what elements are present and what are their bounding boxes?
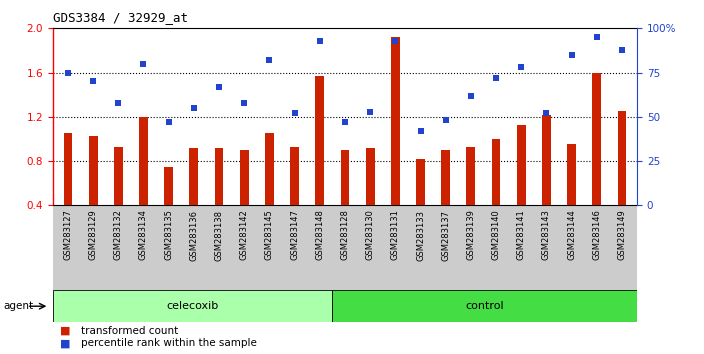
Text: GSM283129: GSM283129 bbox=[89, 210, 98, 260]
Text: agent: agent bbox=[4, 301, 34, 311]
Text: GSM283127: GSM283127 bbox=[63, 210, 73, 261]
Bar bbox=[240, 150, 249, 250]
Bar bbox=[441, 150, 450, 250]
Bar bbox=[63, 133, 73, 250]
Bar bbox=[567, 144, 576, 250]
Bar bbox=[366, 148, 375, 250]
Text: GSM283134: GSM283134 bbox=[139, 210, 148, 261]
Text: GSM283132: GSM283132 bbox=[114, 210, 122, 261]
Bar bbox=[332, 290, 637, 322]
Bar bbox=[265, 133, 274, 250]
Text: GSM283146: GSM283146 bbox=[592, 210, 601, 261]
Text: GSM283147: GSM283147 bbox=[290, 210, 299, 261]
Bar bbox=[139, 117, 148, 250]
Text: GSM283135: GSM283135 bbox=[164, 210, 173, 261]
Text: GSM283128: GSM283128 bbox=[341, 210, 349, 261]
Text: celecoxib: celecoxib bbox=[166, 301, 219, 311]
Text: ■: ■ bbox=[60, 338, 70, 348]
Bar bbox=[189, 148, 199, 250]
Bar bbox=[315, 76, 324, 250]
Text: GSM283131: GSM283131 bbox=[391, 210, 400, 261]
Text: GSM283145: GSM283145 bbox=[265, 210, 274, 260]
Text: GSM283133: GSM283133 bbox=[416, 210, 425, 261]
Bar bbox=[467, 147, 475, 250]
Bar bbox=[290, 147, 299, 250]
Bar bbox=[53, 290, 332, 322]
Text: GDS3384 / 32929_at: GDS3384 / 32929_at bbox=[53, 11, 188, 24]
Text: GSM283138: GSM283138 bbox=[215, 210, 224, 261]
Text: GSM283139: GSM283139 bbox=[466, 210, 475, 261]
Bar bbox=[341, 150, 349, 250]
Text: GSM283148: GSM283148 bbox=[315, 210, 325, 261]
Bar bbox=[491, 139, 501, 250]
Text: GSM283136: GSM283136 bbox=[189, 210, 199, 261]
Text: GSM283141: GSM283141 bbox=[517, 210, 526, 260]
Text: GSM283149: GSM283149 bbox=[617, 210, 627, 260]
Text: control: control bbox=[465, 301, 504, 311]
Bar bbox=[542, 115, 551, 250]
Bar bbox=[114, 147, 122, 250]
Text: GSM283140: GSM283140 bbox=[491, 210, 501, 260]
Bar bbox=[416, 159, 425, 250]
Text: GSM283137: GSM283137 bbox=[441, 210, 450, 261]
Bar bbox=[164, 167, 173, 250]
Bar bbox=[391, 37, 400, 250]
Bar bbox=[517, 125, 526, 250]
Text: percentile rank within the sample: percentile rank within the sample bbox=[81, 338, 257, 348]
Bar bbox=[215, 148, 223, 250]
Text: GSM283130: GSM283130 bbox=[365, 210, 375, 261]
Text: transformed count: transformed count bbox=[81, 326, 178, 336]
Bar bbox=[617, 111, 627, 250]
Bar bbox=[89, 136, 98, 250]
Text: GSM283143: GSM283143 bbox=[542, 210, 551, 261]
Text: GSM283142: GSM283142 bbox=[240, 210, 249, 260]
Text: GSM283144: GSM283144 bbox=[567, 210, 576, 260]
Text: ■: ■ bbox=[60, 326, 70, 336]
Bar bbox=[592, 73, 601, 250]
